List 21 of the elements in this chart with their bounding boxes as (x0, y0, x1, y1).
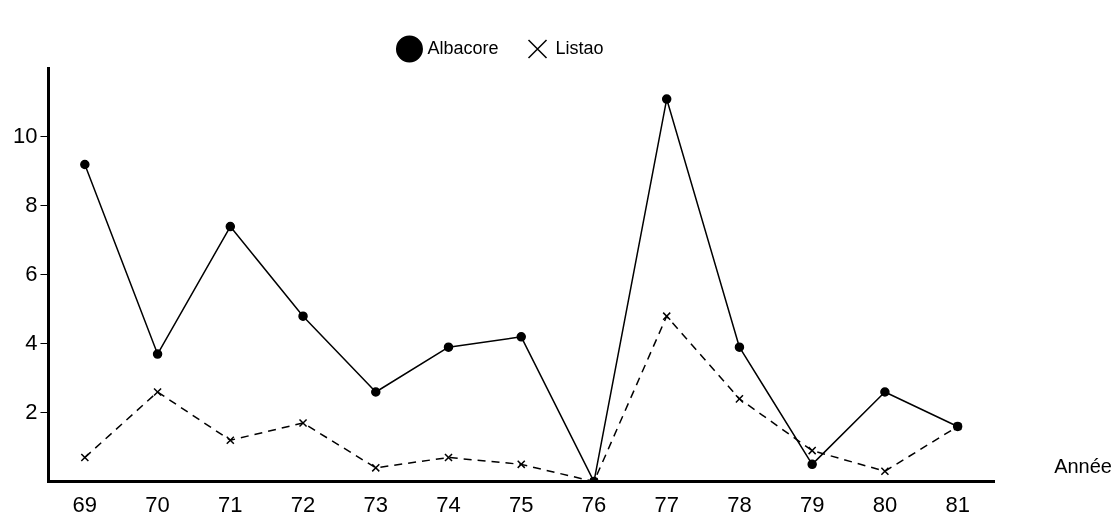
x-tick-label: 80 (872, 491, 898, 517)
x-tick-label: 70 (145, 491, 170, 517)
x-tick-label: 75 (508, 491, 534, 517)
y-tick-label: 4 (25, 329, 38, 355)
x-tick-label: 76 (581, 491, 607, 517)
x-tick-label: 81 (945, 491, 970, 517)
x-tick-label: 69 (72, 491, 98, 517)
x-tick-label: 73 (363, 491, 389, 517)
x-tick-label: 72 (290, 491, 316, 517)
legend-label: Albacore (427, 37, 499, 58)
legend-label: Listao (555, 37, 604, 58)
x-tick-label: 78 (727, 491, 752, 517)
y-tick-label: 6 (25, 260, 38, 286)
x-tick-label: 74 (436, 491, 461, 517)
x-tick-label: 79 (799, 491, 825, 517)
y-tick-label: 10 (12, 123, 38, 148)
y-tick-label: 8 (25, 191, 38, 217)
x-tick-label: 77 (654, 491, 679, 517)
y-tick-label: 2 (25, 398, 38, 424)
x-tick-label: 71 (218, 491, 243, 517)
x-axis-title: Année (1054, 455, 1112, 478)
